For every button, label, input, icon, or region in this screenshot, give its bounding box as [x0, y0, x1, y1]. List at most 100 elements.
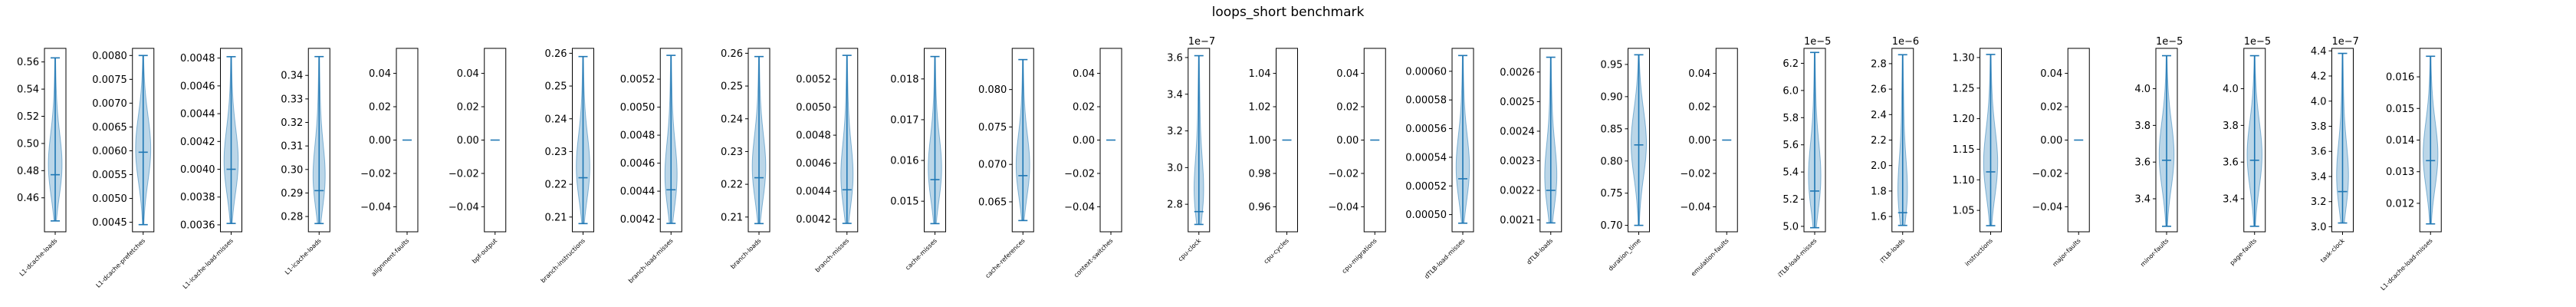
y-tick-label: 0.50 — [17, 138, 39, 150]
panel-20: −0.04 −0.02 0.00 0.02 0.04 emulation-faults — [1680, 48, 1738, 278]
y-tick-label: 4.2 — [2311, 71, 2327, 83]
panel-9: 0.21 0.22 0.23 0.24 0.25 0.26 branch-loads — [721, 48, 770, 270]
panel-14: 2.8 3.0 3.2 3.4 3.6 1e−7 cpu-clock — [1167, 36, 1215, 262]
y-tick-label: 1.8 — [1871, 186, 1887, 197]
y-tick-label: −0.02 — [2032, 168, 2062, 180]
y-tick-label: 0.95 — [1601, 59, 1623, 71]
y-tick-label: 0.012 — [2386, 198, 2414, 210]
y-tick-label: 0.04 — [2040, 68, 2062, 80]
y-tick-label: 0.0023 — [1500, 156, 1535, 167]
y-tick-label: 1.15 — [1953, 144, 1975, 156]
y-tick-label: 3.4 — [1167, 89, 1183, 101]
y-tick-label: 0.46 — [17, 193, 39, 204]
y-tick-label: 0.02 — [1336, 102, 1359, 114]
y-tick-label: 0.70 — [1601, 220, 1623, 232]
y-tick-label: 0.24 — [545, 114, 567, 125]
y-tick-label: 6.0 — [1783, 85, 1799, 97]
y-tick-label: 0.0046 — [620, 158, 656, 170]
y-tick-label: 0.0080 — [92, 51, 127, 62]
y-tick-label: 0.26 — [721, 48, 743, 60]
panel-12: 0.065 0.070 0.075 0.080 cache-references — [978, 48, 1034, 279]
y-tick-label: −0.02 — [360, 168, 391, 180]
y-tick-label: 0.00054 — [1405, 152, 1447, 163]
panel-5: −0.04 −0.02 0.00 0.02 0.04 alignment-faults — [360, 48, 419, 278]
y-tick-label: 5.4 — [1783, 167, 1799, 179]
y-tick-label: 0.26 — [545, 48, 567, 60]
panel-19: 0.70 0.75 0.80 0.85 0.90 0.95 duration_time — [1601, 48, 1650, 272]
y-tick-label: 5.8 — [1783, 113, 1799, 124]
y-tick-label: 0.00058 — [1405, 95, 1447, 107]
y-tick-label: 0.0026 — [1500, 67, 1535, 78]
y-tick-label: 0.070 — [978, 160, 1007, 171]
y-tick-label: 0.080 — [978, 84, 1007, 96]
axis-offset-label: 1e−7 — [2332, 36, 2359, 48]
y-tick-label: 3.6 — [2134, 157, 2150, 169]
y-tick-label: 0.02 — [457, 102, 479, 114]
y-tick-label: 0.25 — [721, 81, 743, 93]
y-tick-label: 0.04 — [1336, 68, 1359, 80]
y-tick-label: 0.0021 — [1500, 215, 1535, 226]
y-tick-label: 0.0048 — [796, 130, 831, 142]
y-tick-label: −0.04 — [1680, 202, 1710, 213]
y-tick-label: 0.31 — [281, 141, 303, 153]
y-tick-label: 1.6 — [1871, 212, 1887, 223]
y-tick-label: 2.4 — [1871, 110, 1887, 121]
panel-10: 0.0042 0.0044 0.0046 0.0048 0.0050 0.0052 bran… — [796, 48, 859, 274]
y-tick-label: −0.04 — [2032, 202, 2062, 213]
panel-25: 3.4 3.6 3.8 4.0 1e−5 minor-faults — [2134, 36, 2183, 268]
y-tick-label: 0.00060 — [1405, 66, 1447, 78]
y-tick-label: 3.6 — [1167, 52, 1183, 64]
y-tick-label: 0.04 — [1073, 68, 1095, 80]
y-tick-label: 0.0042 — [796, 214, 831, 226]
y-tick-label: 0.013 — [2386, 167, 2414, 178]
y-tick-label: 3.8 — [2311, 121, 2327, 133]
y-tick-label: 0.00 — [1073, 135, 1095, 147]
y-tick-label: 1.04 — [1249, 68, 1271, 80]
x-category-label: iTLB-loads — [1879, 237, 1907, 265]
y-tick-label: 0.0055 — [92, 170, 127, 181]
y-tick-label: 0.04 — [457, 68, 479, 80]
panel-13: −0.04 −0.02 0.00 0.02 0.04 context-switches — [1064, 48, 1122, 279]
y-tick-label: 0.75 — [1601, 188, 1623, 200]
y-tick-label: 0.0050 — [92, 193, 127, 205]
y-tick-label: 0.24 — [721, 114, 743, 125]
x-category-label: L1-dcache-loads — [18, 237, 59, 278]
y-tick-label: 0.015 — [2386, 104, 2414, 115]
y-tick-label: 0.0042 — [620, 214, 656, 226]
x-category-label: major-faults — [2052, 237, 2082, 268]
x-category-label: L1-dcache-prefetches — [95, 237, 147, 289]
y-tick-label: −0.02 — [1064, 168, 1095, 180]
y-tick-label: 0.0048 — [180, 53, 215, 64]
y-tick-label: 0.017 — [890, 114, 918, 126]
y-tick-label: 0.02 — [2040, 102, 2062, 114]
x-category-label: emulation-faults — [1690, 237, 1730, 278]
y-tick-label: 0.25 — [545, 81, 567, 93]
y-tick-label: −0.04 — [449, 202, 479, 213]
y-tick-label: 4.0 — [2134, 84, 2150, 95]
y-tick-label: 0.0052 — [620, 74, 656, 86]
y-tick-label: 1.00 — [1249, 135, 1271, 147]
y-tick-label: 3.4 — [2134, 193, 2150, 205]
panel-6: −0.04 −0.02 0.00 0.02 0.04 bpf-output — [449, 48, 507, 265]
chart-title: loops_short benchmark — [1212, 5, 1365, 20]
y-tick-label: 3.4 — [2223, 193, 2239, 205]
panel-1: 0.46 0.48 0.50 0.52 0.54 0.56 L1-dcache-loads — [17, 48, 67, 278]
y-tick-label: 3.2 — [2311, 196, 2327, 208]
y-tick-label: 0.018 — [890, 74, 918, 85]
panel-11: 0.015 0.016 0.017 0.018 cache-misses — [890, 48, 946, 272]
y-tick-label: 1.02 — [1249, 102, 1271, 114]
y-tick-label: 2.8 — [1871, 58, 1887, 70]
y-tick-label: 0.85 — [1601, 124, 1623, 135]
x-category-label: cache-misses — [904, 237, 938, 272]
x-category-label: L1-icache-load-misses — [182, 237, 235, 290]
y-tick-label: 0.0024 — [1500, 126, 1535, 137]
y-tick-label: 5.6 — [1783, 140, 1799, 151]
y-tick-label: 3.8 — [2223, 120, 2239, 132]
y-tick-label: 1.30 — [1953, 52, 1975, 64]
axis-offset-label: 1e−5 — [2244, 36, 2271, 48]
x-category-label: cpu-clock — [1177, 237, 1202, 262]
y-tick-label: 0.22 — [545, 180, 567, 191]
y-tick-label: 0.014 — [2386, 135, 2414, 147]
x-category-label: page-faults — [2229, 237, 2258, 266]
